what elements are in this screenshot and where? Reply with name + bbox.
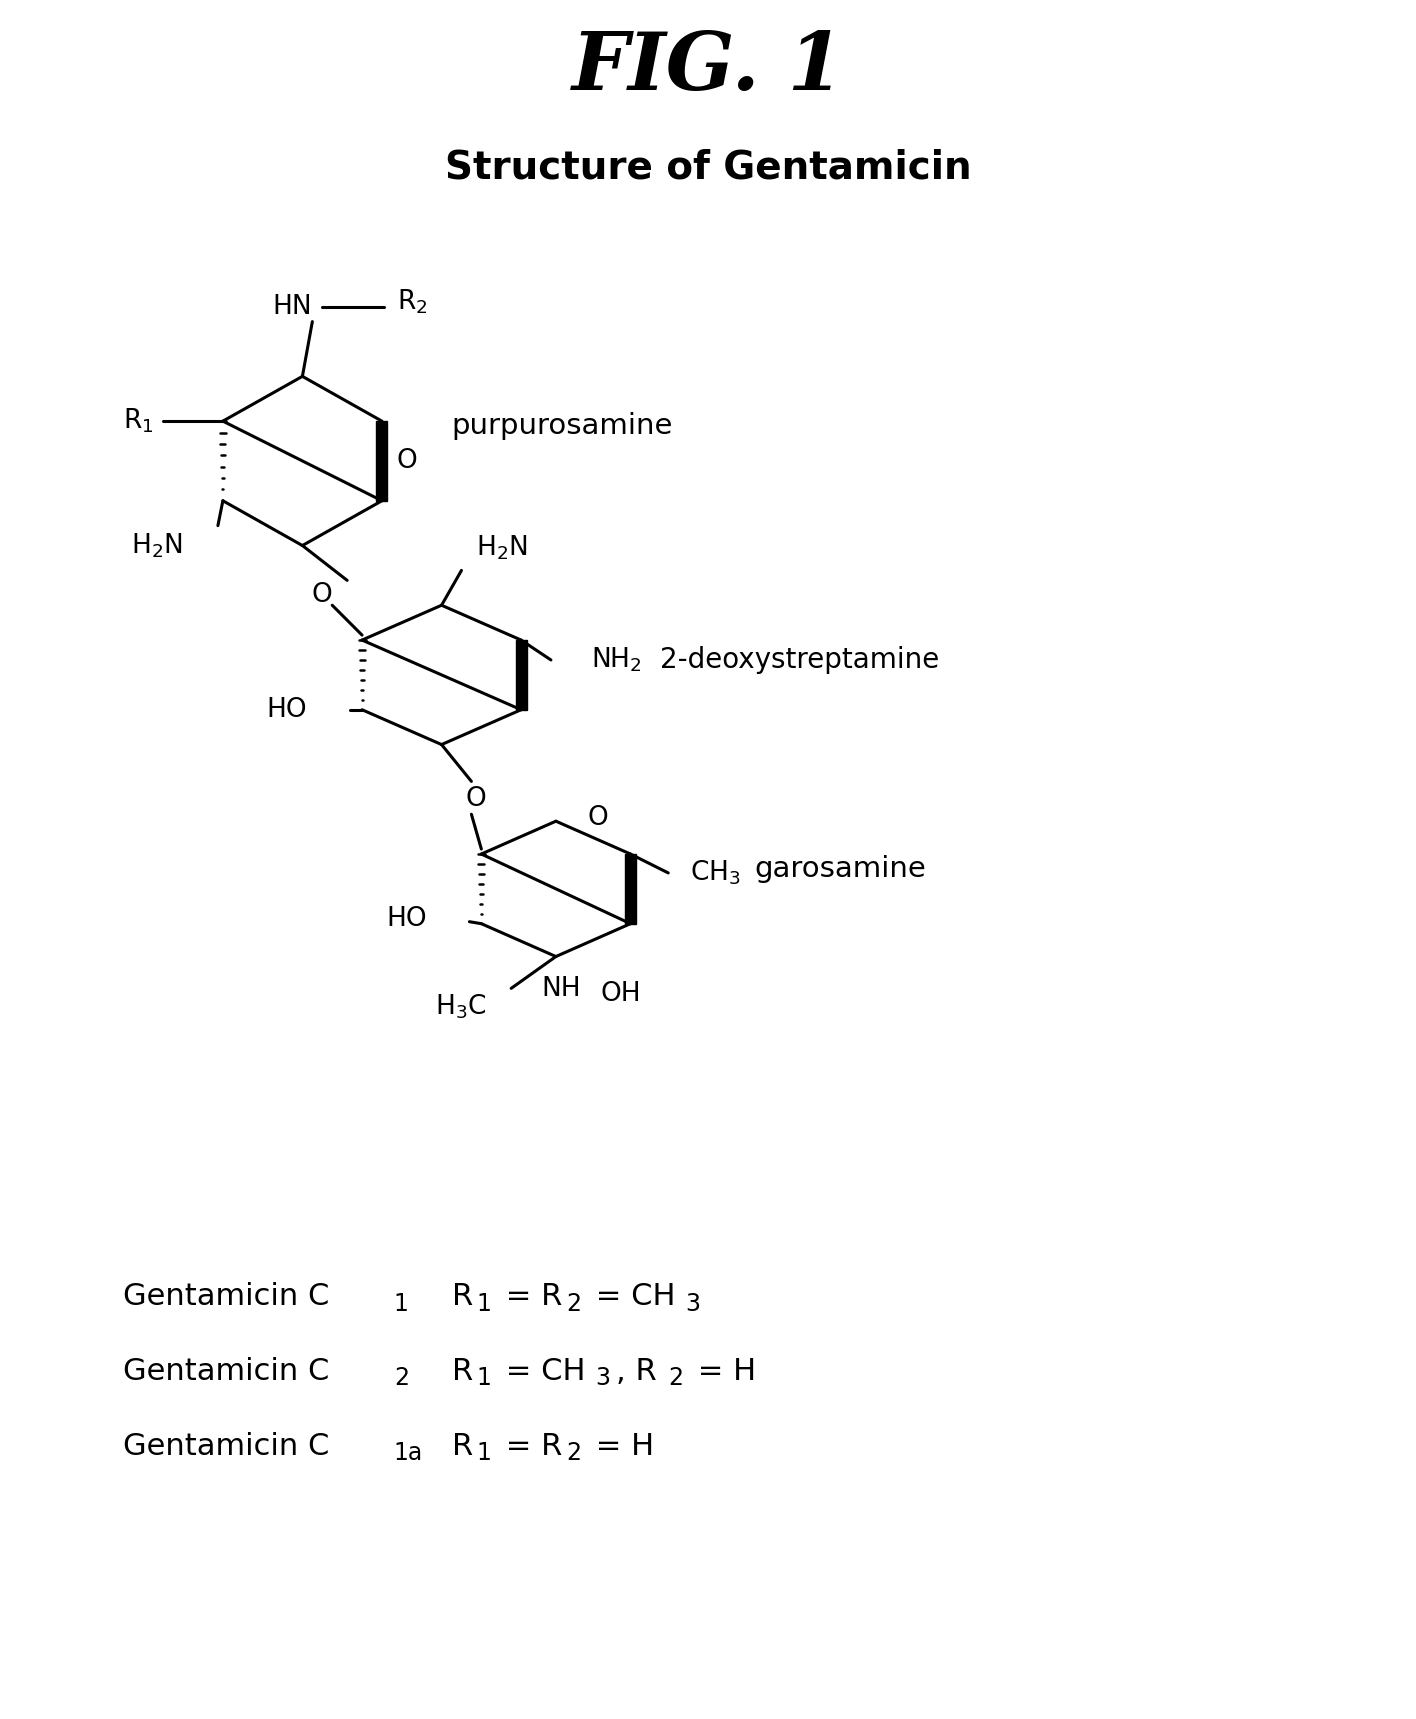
Text: O: O <box>588 804 609 830</box>
Polygon shape <box>377 421 388 500</box>
Text: OH: OH <box>600 982 641 1007</box>
Text: O: O <box>396 449 418 474</box>
Text: FIG. 1: FIG. 1 <box>572 29 844 107</box>
Text: O: O <box>466 786 487 813</box>
Text: R: R <box>452 1356 473 1386</box>
Text: HO: HO <box>387 906 426 932</box>
Text: R$_2$: R$_2$ <box>396 287 428 316</box>
Text: R: R <box>452 1432 473 1461</box>
Text: purpurosamine: purpurosamine <box>452 413 673 440</box>
Text: = CH: = CH <box>586 1282 675 1312</box>
Text: , R: , R <box>616 1356 656 1386</box>
Text: Structure of Gentamicin: Structure of Gentamicin <box>445 148 971 186</box>
Polygon shape <box>515 639 527 710</box>
Text: = R: = R <box>496 1432 562 1461</box>
Text: Gentamicin C: Gentamicin C <box>123 1432 330 1461</box>
Text: garosamine: garosamine <box>755 854 926 884</box>
Text: 2: 2 <box>394 1367 409 1391</box>
Text: Gentamicin C: Gentamicin C <box>123 1282 330 1312</box>
Text: NH: NH <box>541 976 581 1002</box>
Text: 2: 2 <box>668 1367 684 1391</box>
Text: 1: 1 <box>476 1293 491 1315</box>
Text: = H: = H <box>586 1432 654 1461</box>
Text: 1: 1 <box>476 1367 491 1391</box>
Text: 1: 1 <box>476 1441 491 1465</box>
Polygon shape <box>624 854 636 923</box>
Text: HN: HN <box>273 294 313 320</box>
Text: = R: = R <box>496 1282 562 1312</box>
Text: CH$_3$: CH$_3$ <box>690 860 741 887</box>
Text: H$_3$C: H$_3$C <box>435 992 486 1021</box>
Text: H$_2$N: H$_2$N <box>476 533 528 562</box>
Text: HO: HO <box>266 696 307 722</box>
Text: 2: 2 <box>566 1293 581 1315</box>
Text: 1: 1 <box>394 1293 409 1315</box>
Text: 3: 3 <box>685 1293 700 1315</box>
Text: O: O <box>312 583 333 609</box>
Text: Gentamicin C: Gentamicin C <box>123 1356 330 1386</box>
Text: 3: 3 <box>596 1367 610 1391</box>
Text: = CH: = CH <box>496 1356 586 1386</box>
Text: 2: 2 <box>566 1441 581 1465</box>
Text: H$_2$N: H$_2$N <box>132 531 183 560</box>
Text: 2-deoxystreptamine: 2-deoxystreptamine <box>660 646 940 674</box>
Text: R: R <box>452 1282 473 1312</box>
Text: NH$_2$: NH$_2$ <box>590 646 641 674</box>
Text: R$_1$: R$_1$ <box>123 407 153 435</box>
Text: = H: = H <box>688 1356 756 1386</box>
Text: 1a: 1a <box>394 1441 423 1465</box>
